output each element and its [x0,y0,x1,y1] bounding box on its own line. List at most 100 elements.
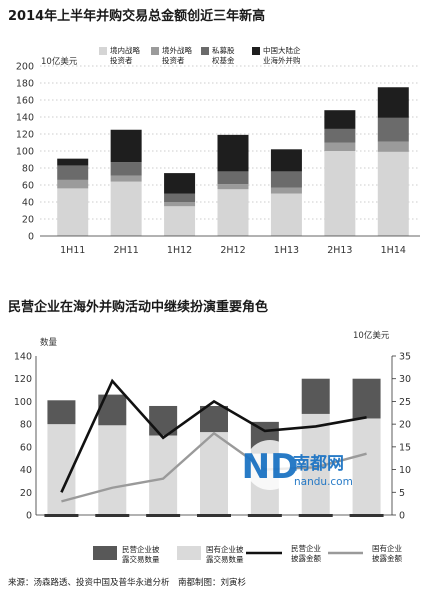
legend-swatch-china-outbound [252,47,260,55]
chart-2-left-tick-label: 80 [20,420,32,431]
chart-2-bar-segment-s1-c0 [47,400,76,425]
chart-2-line-series-1 [61,431,367,503]
chart-2-right-tick-label: 5 [399,488,405,499]
chart-1-title: 2014年上半年并购交易总金额创近三年新高 [8,8,265,24]
nandu-watermark: ND 南都网 nandu.com [242,440,353,490]
chart-2-left-tick-label: 40 [20,465,32,476]
watermark-name: 南都网 [293,453,344,474]
chart-1-bar-segment-s3-c0 [57,158,89,166]
legend-label-private-count: 民营企业披 露交易数量 [122,544,162,564]
chart-2-right-tick-label: 10 [399,465,411,476]
chart-2-line-series-0 [60,378,367,493]
chart-1-bar-segment-s1-c0 [57,179,89,189]
chart-2-left-axis-label: 数量 [40,337,58,348]
legend-label-china-outbound: 中国大陆企 业海外并购 [263,45,303,65]
legend-swatch-state-count [177,546,201,560]
chart-2-bar-segment-s1-c3 [200,405,228,433]
chart-1-bar-segment-s2-c0 [57,165,89,180]
chart-1-y-tick-label: 100 [16,147,34,158]
chart-1-bar-segment-s0-c1 [110,181,142,236]
chart-1-x-axis-ticks: 1H11 2H11 1H12 2H12 1H13 2H13 1H14 [60,245,406,256]
legend-label-private-amount: 民营企业 披露金额 [291,543,323,563]
chart-1-bar-segment-s3-c4 [270,149,302,172]
chart-1-bar-segment-s1-c6 [377,141,409,152]
chart-1-x-tick-label: 2H11 [114,245,139,256]
chart-2-bar-segment-s0-c1 [98,425,127,515]
chart-2-left-tick-label: 120 [14,374,32,385]
watermark-backdrop [245,440,295,490]
legend-label-state-amount: 国有企业 披露金额 [372,543,404,563]
legend-swatch-private-count [93,546,117,560]
chart-1-bar-segment-s1-c2 [164,202,196,207]
chart-2-left-tick-label: 0 [26,511,32,522]
chart-1-y-tick-label: 200 [16,62,34,73]
chart-1-bar-segment-s3-c5 [324,110,356,129]
chart-1-y-tick-label: 40 [22,198,34,209]
chart-1-bar-segment-s2-c1 [110,162,142,176]
chart-1-x-tick-label: 2H13 [327,245,352,256]
chart-1-bar-segment-s1-c3 [217,184,249,190]
chart-1-bar-segment-s2-c4 [270,171,302,188]
chart-2: 民营企业在海外并购活动中继续扮演重要角色 数量 10亿美元 0 20 40 60 80 1… [8,299,411,564]
chart-1-y-tick-label: 120 [16,130,34,141]
chart-1-y-tick-label: 180 [16,79,34,90]
chart-2-bar-segment-s0-c6 [352,418,381,515]
chart-2-bars [47,378,381,515]
chart-1-unit-label: 10亿美元 [41,56,78,67]
chart-2-category-mark [95,514,130,517]
chart-2-right-tick-label: 0 [399,511,405,522]
chart-1-bar-segment-s0-c2 [164,206,196,236]
chart-2-right-axis-label: 10亿美元 [353,330,390,341]
chart-1-x-tick-label: 1H12 [167,245,192,256]
chart-2-legend: 民营企业披 露交易数量 国有企业披 露交易数量 民营企业 披露金额 国有企业 披… [93,543,404,564]
chart-2-left-tick-label: 140 [14,352,32,363]
chart-1-bar-segment-s2-c3 [217,171,249,185]
chart-1-bar-segment-s0-c5 [324,151,356,236]
chart-1: 2014年上半年并购交易总金额创近三年新高 10亿美元 境内战略 投资者 境外战… [8,8,420,256]
legend-label-foreign-strategic: 境外战略 投资者 [162,45,194,65]
chart-2-right-tick-label: 25 [399,397,411,408]
chart-1-x-tick-label: 1H11 [60,245,85,256]
chart-1-y-tick-label: 160 [16,96,34,107]
chart-2-bar-segment-s0-c2 [149,435,178,515]
chart-2-category-mark [349,514,384,517]
watermark-logo-letters: ND [242,447,299,487]
chart-2-right-axis-ticks: 0 5 10 15 20 25 30 35 [392,352,411,522]
chart-1-y-tick-label: 80 [22,164,34,175]
chart-2-bar-segment-s1-c5 [301,378,330,414]
legend-swatch-domestic-strategic [99,47,107,55]
chart-1-bar-segment-s3-c6 [377,87,409,118]
chart-2-x-axis-marks [44,514,384,517]
chart-1-bar-segment-s0-c0 [57,188,89,236]
chart-2-category-mark [146,514,181,517]
chart-2-category-mark [298,514,333,517]
chart-2-category-mark [247,514,282,517]
chart-1-bar-segment-s3-c1 [110,129,142,163]
chart-2-bar-segment-s0-c3 [200,432,228,515]
chart-2-left-tick-label: 60 [20,442,32,453]
chart-1-bar-segment-s3-c2 [164,173,196,194]
chart-1-bar-segment-s1-c5 [324,142,356,151]
chart-1-y-tick-label: 0 [28,232,34,243]
chart-1-gridlines [40,65,420,220]
chart-1-bars [57,87,409,236]
chart-2-right-tick-label: 15 [399,442,411,453]
chart-1-bar-segment-s0-c3 [217,189,249,236]
chart-1-bar-segment-s2-c5 [324,128,356,143]
chart-1-bar-segment-s1-c4 [270,187,302,194]
chart-2-left-tick-label: 100 [14,397,32,408]
chart-1-y-axis-ticks: 0 20 40 60 80 100 120 140 160 180 200 [16,62,34,243]
legend-label-domestic-strategic: 境内战略 投资者 [110,45,142,65]
chart-1-legend: 境内战略 投资者 境外战略 投资者 私募股 权基金 中国大陆企 业海外并购 [99,45,303,65]
chart-1-x-tick-label: 2H12 [220,245,245,256]
chart-1-bar-segment-s1-c1 [110,175,142,182]
chart-1-y-tick-label: 140 [16,113,34,124]
source-note: 来源：汤森路透、投资中国及普华永道分析 南都制图：刘寅杉 [8,577,247,588]
chart-1-y-tick-label: 20 [22,215,34,226]
chart-1-x-tick-label: 1H14 [381,245,406,256]
chart-1-bar-segment-s2-c2 [164,193,196,202]
chart-2-left-axis-ticks: 0 20 40 60 80 100 120 140 [14,352,32,522]
chart-2-right-tick-label: 30 [399,374,411,385]
legend-label-private-equity: 私募股 权基金 [212,45,237,65]
